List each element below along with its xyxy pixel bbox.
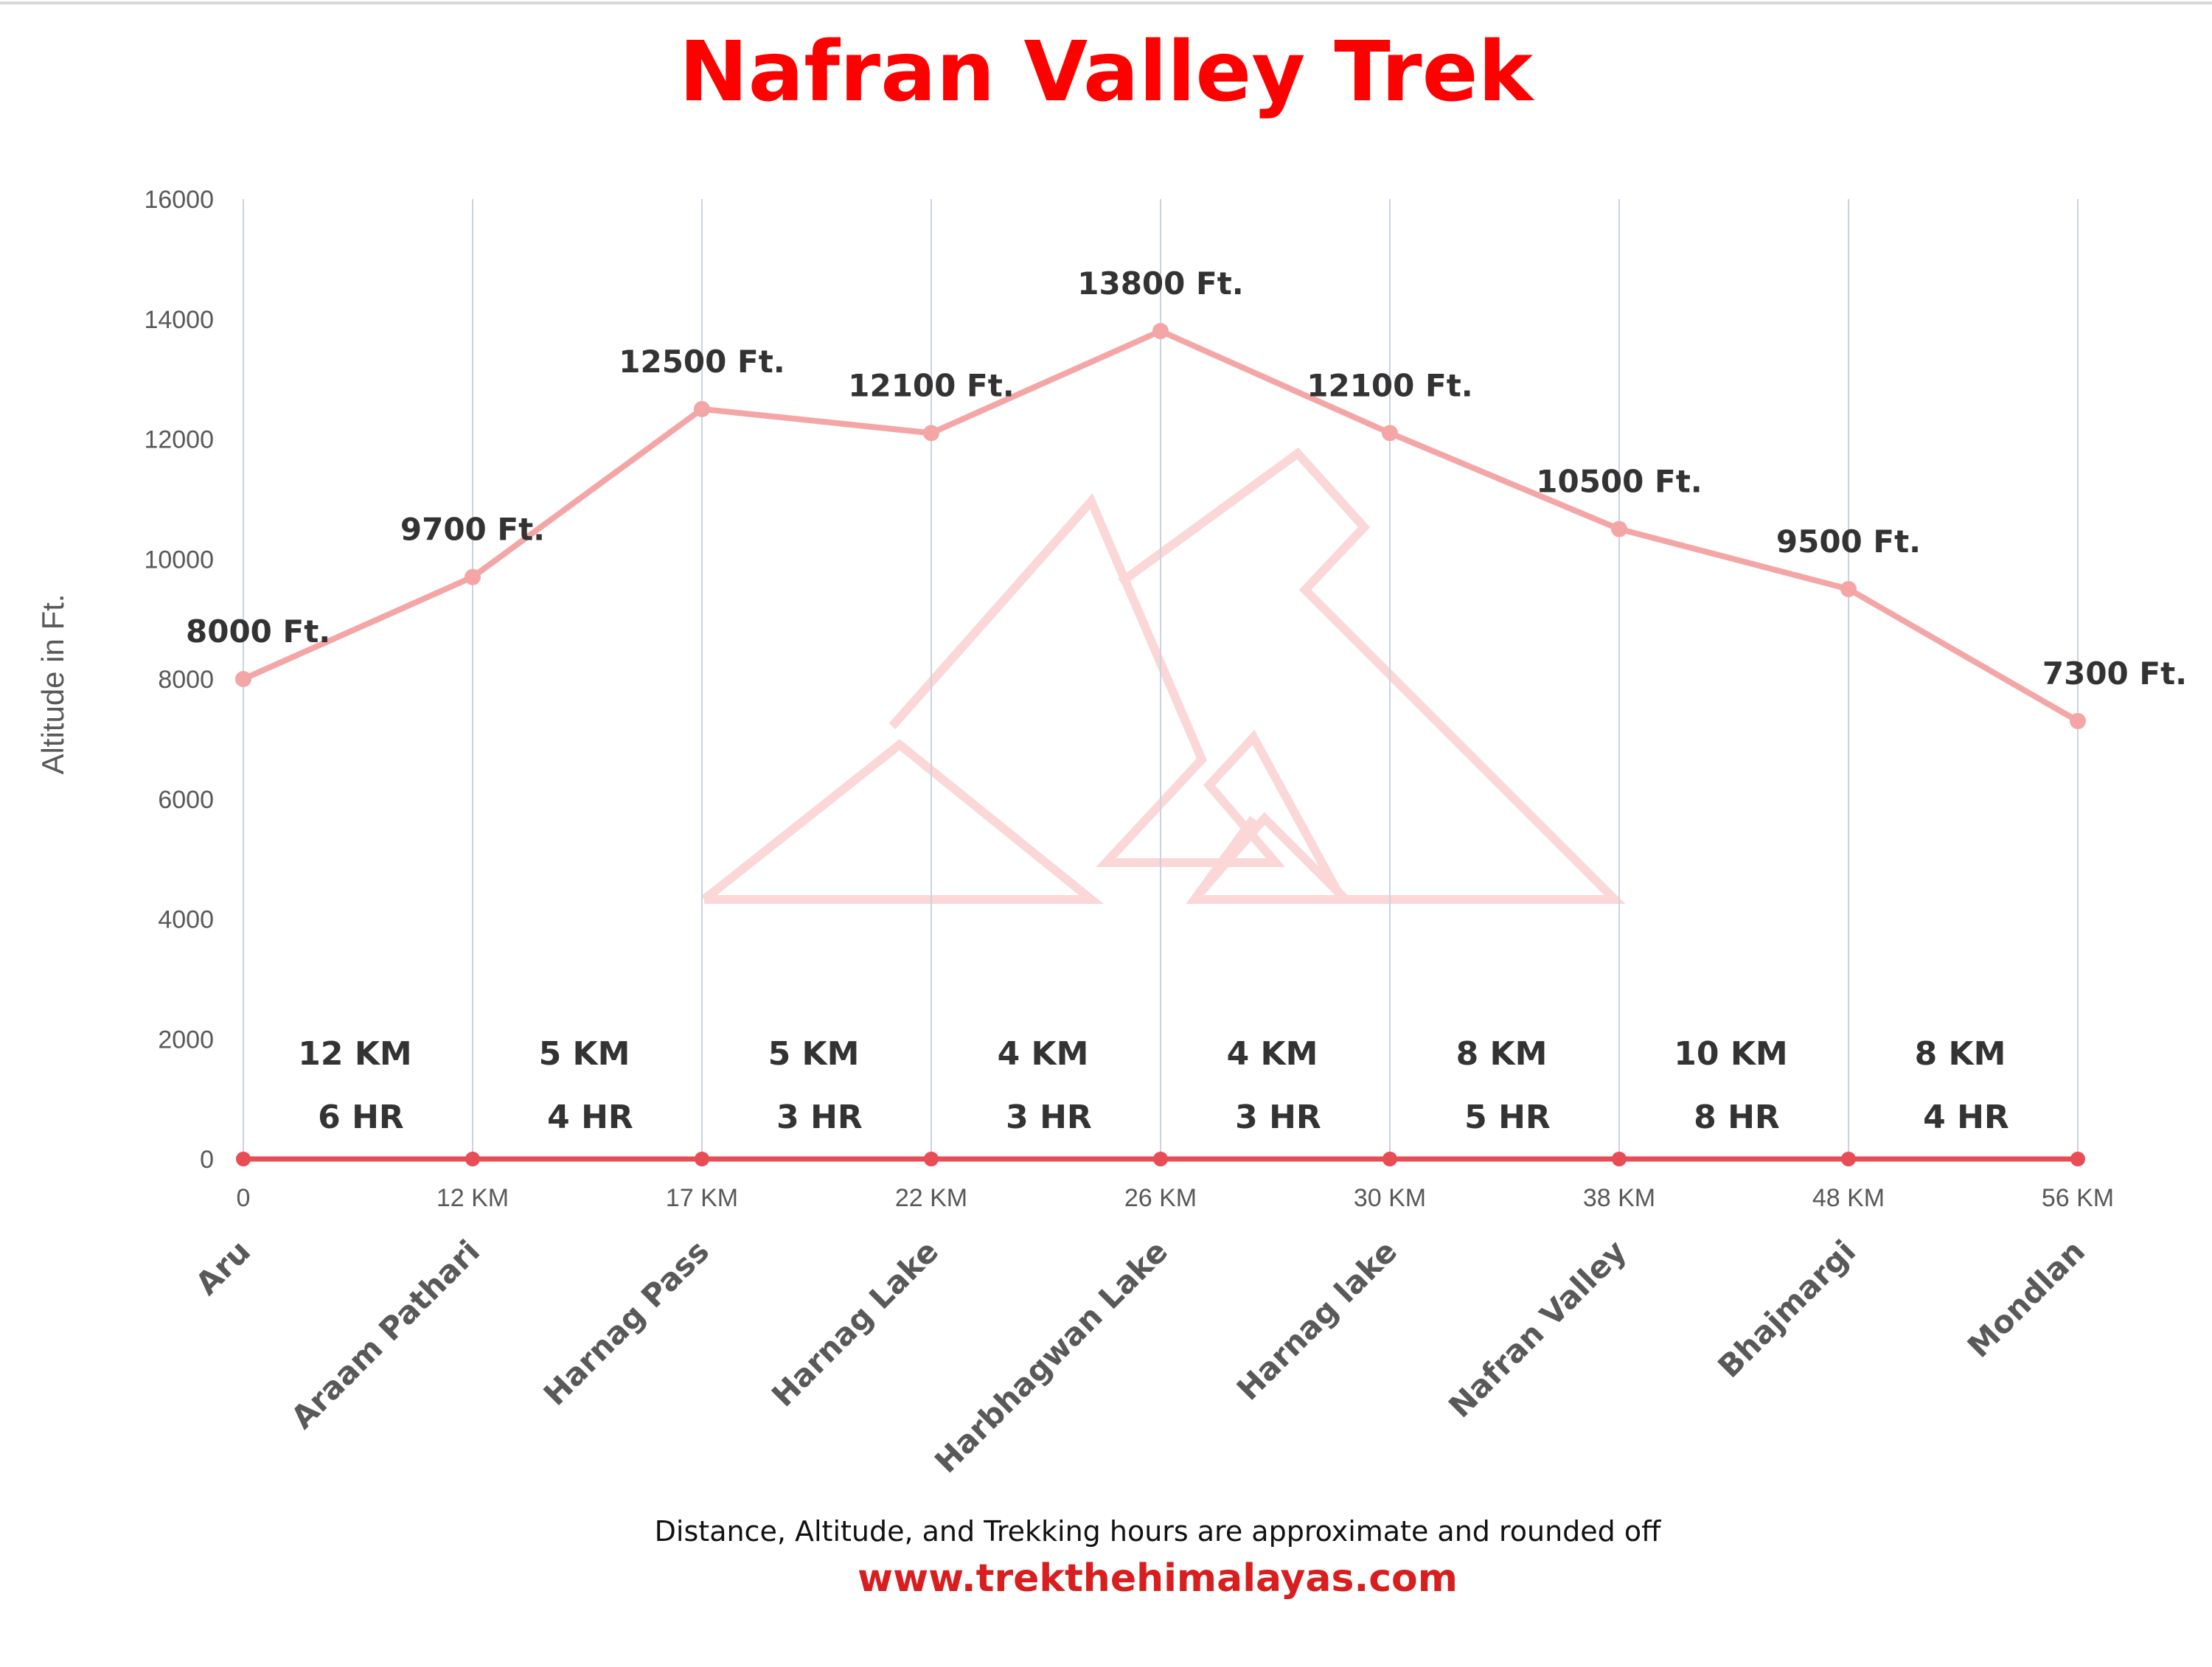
altitude-label: 10500 Ft. — [1536, 464, 1702, 500]
data-point — [1153, 1152, 1168, 1166]
segment-time-label: 4 HR — [1923, 1099, 2009, 1136]
y-axis-label: Altitude in Ft. — [35, 594, 70, 774]
x-tick-label: 30 KM — [1354, 1184, 1426, 1212]
segment-distance-label: 12 KM — [298, 1035, 411, 1073]
x-tick-label: 48 KM — [1812, 1184, 1885, 1212]
altitude-label: 12100 Ft. — [1307, 367, 1472, 403]
x-tick-label: 38 KM — [1583, 1184, 1655, 1212]
segment-distance-label: 4 KM — [1227, 1035, 1318, 1073]
segment-distance-label: 8 KM — [1456, 1035, 1548, 1073]
x-tick-label: 17 KM — [666, 1184, 738, 1212]
data-point — [1841, 1152, 1856, 1166]
category-label: Harnag Lake — [765, 1233, 945, 1413]
segment-distance-label: 10 KM — [1674, 1035, 1787, 1073]
altitude-label: 9700 Ft. — [400, 512, 545, 548]
segment-time-label: 4 HR — [547, 1099, 633, 1136]
data-point — [1382, 1152, 1397, 1166]
y-tick-label: 2000 — [158, 1026, 214, 1054]
y-tick-label: 8000 — [158, 666, 214, 694]
category-label: Aru — [189, 1233, 257, 1301]
category-label: Harnag lake — [1230, 1233, 1404, 1407]
chart-title: Nafran Valley Trek — [679, 24, 1535, 120]
x-tick-label: 26 KM — [1124, 1184, 1197, 1212]
x-axis-ticks: 0 12 KM 17 KM 22 KM 26 KM 30 KM 38 KM 48 KM 56 K… — [237, 1184, 2115, 1212]
segment-time-label: 3 HR — [776, 1099, 863, 1136]
data-point — [694, 400, 710, 417]
category-label: Nafran Valley — [1441, 1233, 1633, 1424]
data-point — [924, 1152, 939, 1166]
y-tick-label: 10000 — [144, 546, 214, 574]
segment-time-label: 3 HR — [1235, 1099, 1321, 1136]
x-tick-label: 12 KM — [437, 1184, 509, 1212]
segment-distance-label: 5 KM — [539, 1035, 630, 1073]
y-tick-label: 14000 — [144, 306, 214, 334]
y-tick-label: 0 — [200, 1146, 214, 1174]
x-tick-label: 22 KM — [895, 1184, 967, 1212]
segment-time-label: 3 HR — [1006, 1099, 1092, 1136]
y-tick-label: 12000 — [144, 426, 214, 454]
y-tick-label: 6000 — [158, 786, 214, 814]
data-point — [1382, 425, 1398, 442]
altitude-label: 12500 Ft. — [619, 344, 785, 380]
category-labels: Aru Araam Pathari Harnag Pass Harnag LakeHa… — [189, 1233, 2092, 1480]
data-point — [465, 1152, 480, 1166]
altitude-label: 13800 Ft. — [1077, 265, 1243, 302]
category-label: Bhajmargi — [1711, 1233, 1863, 1385]
altitude-label: 9500 Ft. — [1776, 523, 1921, 560]
x-tick-label: 0 — [237, 1184, 251, 1212]
footnote: Distance, Altitude, and Trekking hours a… — [655, 1515, 1661, 1548]
source-url: www.trekthehimalayas.com — [858, 1556, 1458, 1601]
altitude-data-labels: 8000 Ft. 9700 Ft. 12500 Ft. 12100 Ft. 13800 … — [186, 265, 2187, 692]
altitude-label: 12100 Ft. — [848, 367, 1014, 403]
data-point — [236, 1152, 251, 1166]
series-lines — [235, 323, 2086, 1166]
data-point — [695, 1152, 709, 1166]
segment-time-label: 8 HR — [1694, 1099, 1780, 1136]
category-label: Harnag Pass — [537, 1233, 716, 1412]
segment-distance-label: 5 KM — [768, 1035, 860, 1073]
data-point — [923, 425, 939, 442]
category-label: Araam Pathari — [284, 1233, 487, 1435]
data-point — [235, 671, 251, 687]
y-tick-label: 16000 — [144, 186, 214, 214]
y-tick-label: 4000 — [158, 906, 214, 934]
data-point — [465, 568, 481, 585]
segment-time-label: 5 HR — [1464, 1099, 1551, 1136]
x-tick-label: 56 KM — [2042, 1184, 2114, 1212]
data-point — [2070, 712, 2086, 729]
altitude-label: 7300 Ft. — [2042, 655, 2187, 692]
data-point — [2070, 1152, 2085, 1166]
y-axis-ticks: 0 2000 4000 6000 8000 10000 12000 14000 16000 — [144, 186, 214, 1174]
category-label: Mondlan — [1961, 1233, 2092, 1364]
segment-time-label: 6 HR — [318, 1099, 404, 1136]
altitude-label: 8000 Ft. — [186, 613, 330, 650]
data-point — [1612, 1152, 1627, 1166]
segment-distance-label: 8 KM — [1915, 1035, 2006, 1073]
vertical-gridlines — [243, 199, 2079, 1159]
data-point — [1840, 580, 1857, 597]
watermark-logo — [701, 447, 1626, 904]
segment-distance-label: 4 KM — [998, 1035, 1089, 1073]
segment-labels: 12 KM 6 HR 5 KM 4 HR 5 KM 3 HR 4 KM 3 HR 4 KM 3 H… — [298, 1035, 2009, 1136]
data-point — [1152, 323, 1169, 340]
data-point — [1611, 521, 1627, 537]
category-label: Harbhagwan Lake — [928, 1233, 1175, 1480]
